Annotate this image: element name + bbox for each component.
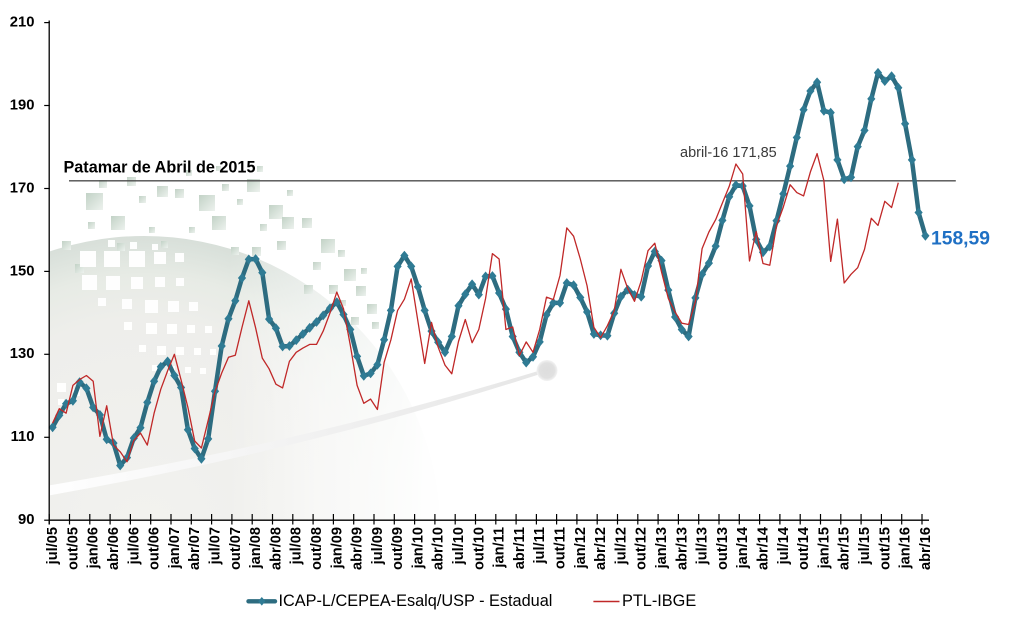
svg-text:jan/09: jan/09 [329, 527, 345, 569]
svg-text:jan/07: jan/07 [167, 527, 183, 569]
svg-text:jul/07: jul/07 [208, 527, 224, 565]
svg-text:out/12: out/12 [634, 527, 650, 570]
svg-text:jul/10: jul/10 [451, 527, 467, 565]
svg-text:out/15: out/15 [877, 527, 893, 570]
svg-text:out/11: out/11 [553, 527, 569, 569]
svg-text:jul/06: jul/06 [126, 527, 142, 565]
svg-text:out/08: out/08 [309, 527, 325, 570]
svg-text:90: 90 [18, 512, 34, 528]
svg-text:jul/14: jul/14 [776, 526, 792, 565]
svg-text:out/06: out/06 [147, 527, 163, 570]
svg-text:jan/08: jan/08 [248, 527, 264, 569]
svg-text:130: 130 [10, 346, 35, 362]
svg-text:jul/11: jul/11 [532, 527, 548, 565]
svg-text:abr/06: abr/06 [106, 527, 122, 570]
svg-text:158,59: 158,59 [931, 228, 990, 249]
svg-text:abr/10: abr/10 [431, 527, 447, 570]
svg-text:out/07: out/07 [228, 527, 244, 570]
svg-text:ICAP-L/CEPEA-Esalq/USP - Estad: ICAP-L/CEPEA-Esalq/USP - Estadual [279, 592, 553, 610]
svg-text:190: 190 [10, 97, 35, 113]
svg-text:abr/16: abr/16 [918, 527, 934, 570]
svg-text:out/09: out/09 [390, 527, 406, 570]
svg-text:Patamar de Abril de 2015: Patamar de Abril de 2015 [64, 159, 256, 177]
svg-text:jan/16: jan/16 [898, 527, 914, 569]
svg-text:out/14: out/14 [796, 526, 812, 570]
svg-text:jan/12: jan/12 [573, 527, 589, 569]
svg-text:abr/13: abr/13 [674, 527, 690, 570]
svg-text:out/13: out/13 [715, 527, 731, 570]
svg-text:jul/13: jul/13 [695, 527, 711, 565]
svg-text:abr/15: abr/15 [837, 527, 853, 570]
svg-text:jan/15: jan/15 [816, 527, 832, 569]
svg-text:abr/11: abr/11 [512, 527, 528, 569]
svg-text:110: 110 [11, 429, 35, 445]
svg-text:jul/05: jul/05 [45, 527, 61, 565]
svg-text:PTL-IBGE: PTL-IBGE [622, 592, 696, 610]
svg-text:abr/14: abr/14 [756, 526, 772, 570]
svg-text:jul/12: jul/12 [613, 527, 629, 565]
svg-text:jan/14: jan/14 [735, 526, 751, 569]
svg-text:jan/11: jan/11 [492, 527, 508, 569]
svg-text:abr/08: abr/08 [268, 527, 284, 570]
svg-text:jan/06: jan/06 [86, 527, 102, 569]
svg-text:abr/07: abr/07 [187, 527, 203, 570]
svg-text:out/05: out/05 [65, 527, 81, 570]
svg-text:abril-16 171,85: abril-16 171,85 [680, 145, 777, 161]
svg-text:jan/13: jan/13 [654, 527, 670, 569]
svg-text:abr/09: abr/09 [350, 527, 366, 570]
svg-text:jul/15: jul/15 [857, 527, 873, 565]
svg-text:jan/10: jan/10 [410, 527, 426, 569]
svg-text:abr/12: abr/12 [593, 527, 609, 570]
svg-text:170: 170 [10, 180, 35, 196]
svg-text:out/10: out/10 [471, 527, 487, 570]
svg-text:210: 210 [10, 15, 35, 31]
svg-text:jul/08: jul/08 [289, 527, 305, 565]
svg-text:150: 150 [10, 263, 35, 279]
svg-text:jul/09: jul/09 [370, 527, 386, 565]
